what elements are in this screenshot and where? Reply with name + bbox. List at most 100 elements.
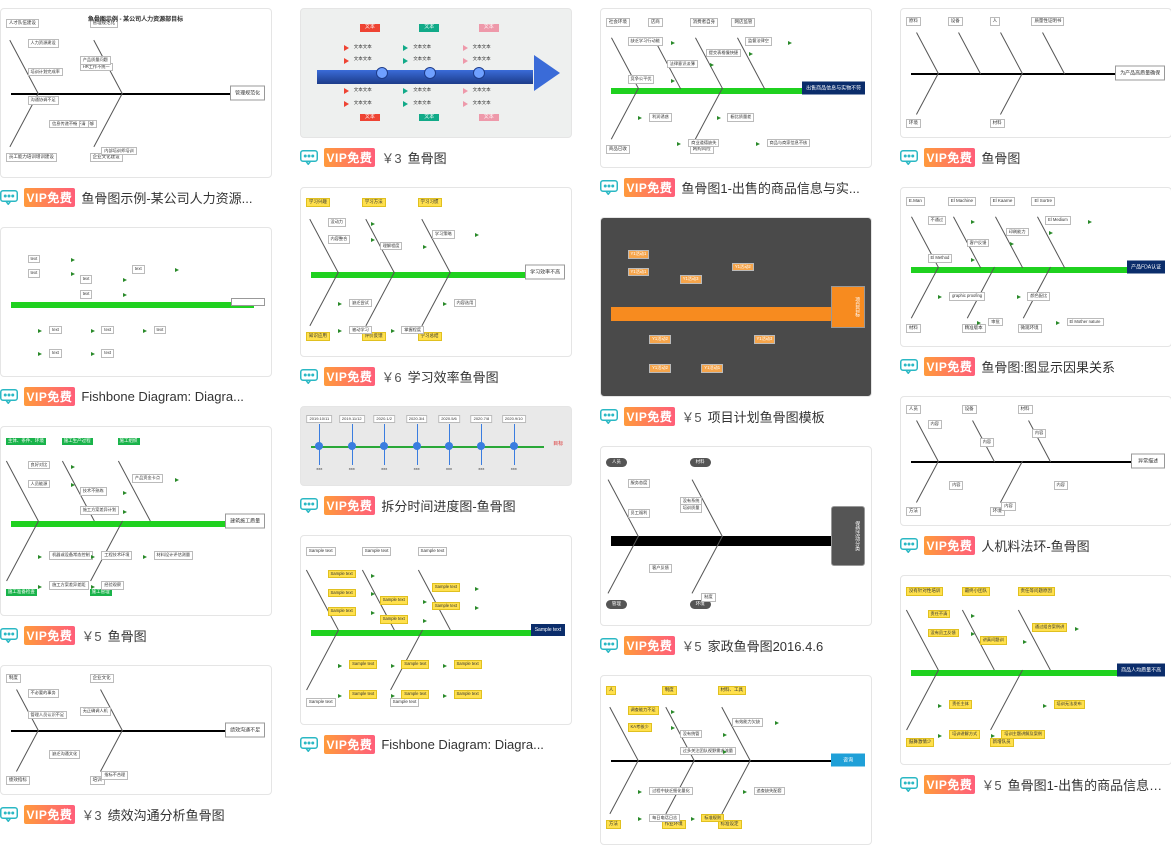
col-2: 文本文本文本文本文本文本文本文本文本文本文本文本文本文本文本文本文本文本文本文本… [300, 8, 572, 845]
price: ￥6 [381, 367, 401, 386]
template-title[interactable]: 绩效沟通分析鱼骨图 [108, 805, 272, 824]
template-thumbnail[interactable]: 2019.10/11xxx2019.11/12xxx2020.1/2xxx202… [300, 406, 572, 486]
price: ￥3 [381, 148, 401, 167]
template-card: 出售商品信息与实物不符社会环境店商消费者自身网店监管商品已收网购风险缺乏学习行动… [600, 8, 872, 197]
comment-icon[interactable] [600, 180, 618, 196]
template-card: 管理规范化人才队伍建设管理规范化员工能力培训增训建设企业文化建设人力资源建设公司… [0, 8, 272, 207]
template-card: 异常描述人员设备材料方法环境内容内容内容内容内容内容 VIP免费人机料法环-鱼骨图 [900, 396, 1171, 555]
col-3: 出售商品信息与实物不符社会环境店商消费者自身网店监管商品已收网购风险缺乏学习行动… [600, 8, 872, 845]
template-card: 为产品高质量确保原料设备人质量性证明书环境材料 VIP免费鱼骨图 [900, 8, 1171, 167]
template-thumbnail[interactable]: 绩效沟通不足制度企业文化绩效指标培训不必要的事务缺乏沟通文化无正确调人机指标不合… [0, 665, 272, 795]
vip-badge: VIP免费 [924, 775, 976, 794]
comment-icon[interactable] [600, 638, 618, 654]
vip-badge: VIP免费 [324, 735, 376, 754]
template-card: 文本文本文本文本文本文本文本文本文本文本文本文本文本文本文本文本文本文本文本文本… [300, 8, 572, 167]
card-meta: VIP免费 ￥3 绩效沟通分析鱼骨图 [0, 805, 272, 824]
template-grid: 管理规范化人才队伍建设管理规范化员工能力培训增训建设企业文化建设人力资源建设公司… [0, 8, 1171, 845]
template-thumbnail[interactable]: 异常描述人员设备材料方法环境内容内容内容内容内容内容 [900, 396, 1171, 526]
template-title[interactable]: 鱼骨图 [981, 148, 1171, 167]
comment-icon[interactable] [300, 369, 318, 385]
template-title[interactable]: 鱼骨图:图显示因果关系 [981, 357, 1171, 376]
card-meta: VIP免费 ￥5 家政鱼骨图2016.4.6 [600, 636, 872, 655]
vip-badge: VIP免费 [324, 148, 376, 167]
vip-badge: VIP免费 [624, 178, 676, 197]
template-title[interactable]: 人机料法环-鱼骨图 [981, 536, 1171, 555]
price: ￥3 [81, 805, 101, 824]
vip-badge: VIP免费 [624, 636, 676, 655]
template-title[interactable]: 家政鱼骨图2016.4.6 [708, 636, 872, 655]
vip-badge: VIP免费 [624, 407, 676, 426]
template-card: 建筑施工质量主体、条件、环境施工生产过程施工组织施工准备检查施工管理良好对比机器… [0, 426, 272, 645]
template-thumbnail[interactable]: 保持活动分类人员材料管理环境服务态度培训不足培训质量制度员工福利客户反馈没有系统 [600, 446, 872, 626]
comment-icon[interactable] [300, 737, 318, 753]
template-thumbnail[interactable]: 文本文本文本文本文本文本文本文本文本文本文本文本文本文本文本文本文本文本文本文本… [300, 8, 572, 138]
template-card: 学习效率不高学习兴趣学习方法学习习惯知识应用评价反馈学习总结没动力缺乏尝试理解程… [300, 187, 572, 386]
template-card: 咨询人制度材料、工具方法作业环境标准设定调查能力不足过程中缺乏细化量化没有统管标… [600, 675, 872, 845]
card-meta: VIP免费人机料法环-鱼骨图 [900, 536, 1171, 555]
comment-icon[interactable] [600, 409, 618, 425]
card-meta: VIP免费鱼骨图:图显示因果关系 [900, 357, 1171, 376]
template-card: texttexttexttexttexttexttexttexttexttext… [0, 227, 272, 406]
price: ￥5 [681, 407, 701, 426]
comment-icon[interactable] [0, 190, 18, 206]
template-card: 产品FDA认证E.ManEl MachineEl KaarneEl Sortre… [900, 187, 1171, 376]
vip-badge: VIP免费 [24, 188, 76, 207]
comment-icon[interactable] [300, 150, 318, 166]
template-title[interactable]: 项目计划鱼骨图模板 [708, 407, 872, 426]
comment-icon[interactable] [900, 538, 918, 554]
template-thumbnail[interactable]: texttexttexttexttexttexttexttexttexttext [0, 227, 272, 377]
vip-badge: VIP免费 [324, 367, 376, 386]
card-meta: VIP免费拆分时间进度图-鱼骨图 [300, 496, 572, 515]
template-thumbnail[interactable]: 产品FDA认证E.ManEl MachineEl KaarneEl Sortre… [900, 187, 1171, 347]
comment-icon[interactable] [900, 359, 918, 375]
template-title[interactable]: 鱼骨图1-出售的商品信息与实... [1008, 775, 1171, 794]
vip-badge: VIP免费 [924, 357, 976, 376]
price: ￥5 [981, 775, 1001, 794]
card-meta: VIP免费 ￥5 鱼骨图 [0, 626, 272, 645]
card-meta: VIP免费 ￥5 鱼骨图1-出售的商品信息与实... [900, 775, 1171, 794]
template-card: 保持活动分类人员材料管理环境服务态度培训不足培训质量制度员工福利客户反馈没有系统… [600, 446, 872, 655]
card-meta: VIP免费 ￥3 鱼骨图 [300, 148, 572, 167]
vip-badge: VIP免费 [24, 387, 76, 406]
template-thumbnail[interactable]: 学习效率不高学习兴趣学习方法学习习惯知识应用评价反馈学习总结没动力缺乏尝试理解程… [300, 187, 572, 357]
template-title[interactable]: 鱼骨图1-出售的商品信息与实... [681, 178, 871, 197]
card-meta: VIP免费鱼骨图 [900, 148, 1171, 167]
template-thumbnail[interactable]: 商品人均质量不高没有针对性培训最终小团队责任等问题原因鼓舞激情少新增队员责任不清… [900, 575, 1171, 765]
template-title[interactable]: 鱼骨图 [408, 148, 572, 167]
comment-icon[interactable] [0, 628, 18, 644]
template-title[interactable]: 学习效率鱼骨图 [408, 367, 572, 386]
template-thumbnail[interactable]: 咨询人制度材料、工具方法作业环境标准设定调查能力不足过程中缺乏细化量化没有统管标… [600, 675, 872, 845]
comment-icon[interactable] [900, 777, 918, 793]
comment-icon[interactable] [900, 150, 918, 166]
price: ￥5 [681, 636, 701, 655]
vip-badge: VIP免费 [324, 496, 376, 515]
vip-badge: VIP免费 [24, 626, 76, 645]
template-card: 项目目标Y1活动1Y1活动2Y1活动3Y1活动1Y1活动2Y1活动3Y1活动1Y… [600, 217, 872, 426]
template-thumbnail[interactable]: 建筑施工质量主体、条件、环境施工生产过程施工组织施工准备检查施工管理良好对比机器… [0, 426, 272, 616]
template-title[interactable]: 拆分时间进度图-鱼骨图 [381, 496, 571, 515]
price: ￥5 [81, 626, 101, 645]
comment-icon[interactable] [0, 389, 18, 405]
card-meta: VIP免费 ￥6 学习效率鱼骨图 [300, 367, 572, 386]
template-title[interactable]: Fishbone Diagram: Diagra... [81, 389, 271, 404]
template-thumbnail[interactable]: 管理规范化人才队伍建设管理规范化员工能力培训增训建设企业文化建设人力资源建设公司… [0, 8, 272, 178]
col-4: 为产品高质量确保原料设备人质量性证明书环境材料VIP免费鱼骨图产品FDA认证E.… [900, 8, 1171, 845]
template-card: 商品人均质量不高没有针对性培训最终小团队责任等问题原因鼓舞激情少新增队员责任不清… [900, 575, 1171, 794]
template-thumbnail[interactable]: 为产品高质量确保原料设备人质量性证明书环境材料 [900, 8, 1171, 138]
comment-icon[interactable] [300, 498, 318, 514]
template-title[interactable]: 鱼骨图 [108, 626, 272, 645]
vip-badge: VIP免费 [924, 148, 976, 167]
col-1: 管理规范化人才队伍建设管理规范化员工能力培训增训建设企业文化建设人力资源建设公司… [0, 8, 272, 845]
comment-icon[interactable] [0, 807, 18, 823]
template-card: 2019.10/11xxx2019.11/12xxx2020.1/2xxx202… [300, 406, 572, 515]
vip-badge: VIP免费 [24, 805, 76, 824]
template-title[interactable]: Fishbone Diagram: Diagra... [381, 737, 571, 752]
template-thumbnail[interactable]: 项目目标Y1活动1Y1活动2Y1活动3Y1活动1Y1活动2Y1活动3Y1活动1Y… [600, 217, 872, 397]
template-title[interactable]: 鱼骨图示例-某公司人力资源... [81, 188, 271, 207]
template-card: 绩效沟通不足制度企业文化绩效指标培训不必要的事务缺乏沟通文化无正确调人机指标不合… [0, 665, 272, 824]
card-meta: VIP免费鱼骨图示例-某公司人力资源... [0, 188, 272, 207]
template-thumbnail[interactable]: Sample textSample textSample textSample … [300, 535, 572, 725]
vip-badge: VIP免费 [924, 536, 976, 555]
template-thumbnail[interactable]: 出售商品信息与实物不符社会环境店商消费者自身网店监管商品已收网购风险缺乏学习行动… [600, 8, 872, 168]
card-meta: VIP免费 ￥5 项目计划鱼骨图模板 [600, 407, 872, 426]
